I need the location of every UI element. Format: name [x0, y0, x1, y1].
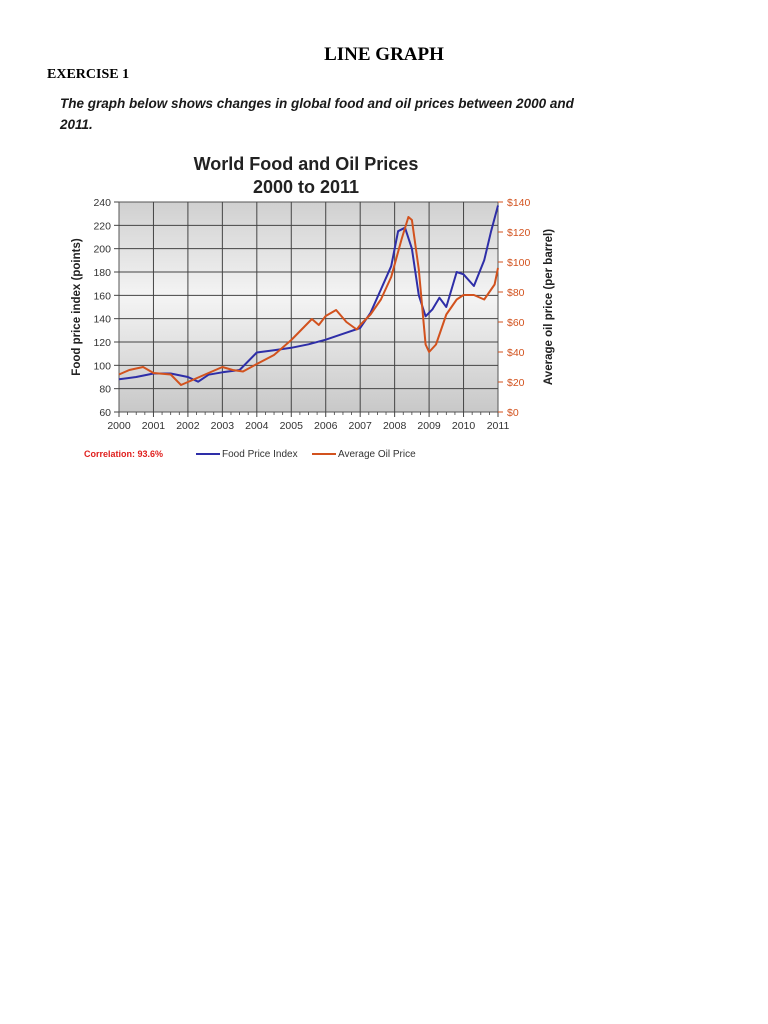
right-tick-label: $140	[507, 197, 531, 209]
exercise-heading: EXERCISE 1	[47, 67, 130, 82]
left-tick-label: 240	[93, 197, 111, 209]
chart-title: World Food and Oil Prices	[194, 154, 419, 174]
x-tick-label: 2011	[487, 420, 510, 432]
exercise-prompt: The graph below shows changes in global …	[60, 96, 574, 132]
series-lines	[118, 205, 499, 386]
left-tick-label: 160	[93, 290, 111, 302]
left-tick-label: 220	[93, 220, 111, 232]
chart-svg: World Food and Oil Prices 2000 to 2011 2…	[71, 154, 555, 460]
left-tick-label: 200	[93, 244, 111, 256]
grid-lines	[119, 202, 498, 412]
right-tick-label: $0	[507, 407, 519, 419]
x-tick-label: 2006	[314, 420, 338, 432]
x-tick-label: 2004	[245, 420, 269, 432]
legend-label-oil: Average Oil Price	[338, 449, 416, 460]
right-tick-label: $80	[507, 287, 525, 299]
oil-price-line	[118, 216, 499, 386]
correlation-annotation: Correlation: 93.6%	[84, 449, 163, 459]
left-tick-label: 100	[93, 360, 111, 372]
y-axis-label-left: Food price index (points)	[71, 238, 83, 376]
axes: 2000 2001 2002 2003 2004 2005 2006 2007 2008 2009…	[93, 197, 530, 432]
x-tick-label: 2002	[176, 420, 200, 432]
x-tick-label: 2008	[383, 420, 407, 432]
x-tick-label: 2007	[349, 420, 373, 432]
y-axis-label-right: Average oil price (per barrel)	[543, 229, 555, 385]
chart-subtitle: 2000 to 2011	[253, 177, 359, 197]
left-tick-label: 140	[93, 314, 111, 326]
right-tick-label: $100	[507, 257, 531, 269]
legend: Correlation: 93.6% Food Price Index Aver…	[84, 449, 416, 460]
left-tick-label: 60	[99, 407, 111, 419]
line-chart: World Food and Oil Prices 2000 to 2011 2…	[60, 145, 580, 475]
right-tick-label: $40	[507, 347, 525, 359]
left-tick-label: 120	[93, 337, 111, 349]
x-tick-label: 2003	[211, 420, 235, 432]
left-tick-label: 180	[93, 267, 111, 279]
document-title: LINE GRAPH	[324, 44, 444, 65]
right-tick-label: $120	[507, 227, 531, 239]
x-tick-label: 2005	[280, 420, 304, 432]
right-tick-label: $60	[507, 317, 525, 329]
legend-label-food: Food Price Index	[222, 449, 298, 460]
right-tick-label: $20	[507, 377, 525, 389]
x-tick-label: 2001	[142, 420, 166, 432]
x-tick-label: 2010	[452, 420, 476, 432]
x-tick-label: 2000	[107, 420, 131, 432]
x-tick-label: 2009	[417, 420, 441, 432]
left-tick-label: 80	[99, 384, 111, 396]
